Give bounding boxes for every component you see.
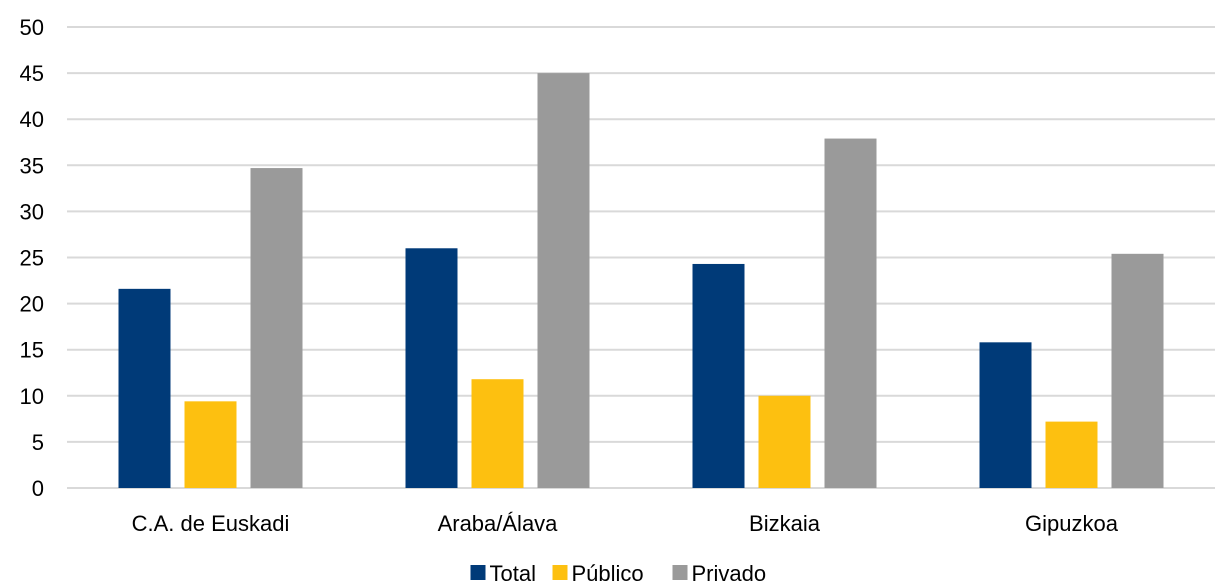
bars (118, 73, 1164, 489)
bar-público-1 (471, 379, 524, 488)
y-tick-label: 0 (32, 476, 44, 501)
legend-swatch-total (470, 565, 486, 580)
x-category-label: Bizkaia (749, 511, 821, 536)
bar-privado-1 (537, 73, 590, 488)
bar-público-0 (184, 401, 237, 488)
y-tick-label: 35 (20, 153, 44, 178)
bar-total-0 (118, 288, 171, 488)
x-axis-category-labels: C.A. de Euskadi Araba/Álava Bizkaia Gipuzko… (132, 511, 1119, 536)
y-tick-label: 5 (32, 430, 44, 455)
y-tick-label: 25 (20, 246, 44, 271)
x-category-label: C.A. de Euskadi (132, 511, 290, 536)
legend-label: Público (572, 561, 644, 583)
legend-label: Total (490, 561, 536, 583)
x-category-label: Gipuzkoa (1025, 511, 1119, 536)
y-tick-label: 45 (20, 61, 44, 86)
y-tick-label: 10 (20, 384, 44, 409)
legend-swatch-público (552, 565, 568, 580)
gridlines (67, 26, 1215, 489)
bar-total-3 (979, 342, 1032, 488)
y-tick-label: 40 (20, 107, 44, 132)
bar-privado-3 (1111, 253, 1164, 488)
legend-swatch-privado (672, 565, 688, 580)
legend-label: Privado (692, 561, 767, 583)
y-axis-tick-labels: 0 5 10 15 20 25 30 35 40 45 50 (20, 15, 44, 501)
bar-público-3 (1045, 421, 1098, 488)
bar-público-2 (758, 395, 811, 488)
legend: Total Público Privado (470, 561, 767, 583)
x-category-label: Araba/Álava (438, 511, 559, 536)
bar-total-1 (405, 248, 458, 488)
bar-total-2 (692, 263, 745, 488)
y-tick-label: 20 (20, 292, 44, 317)
bar-privado-0 (250, 168, 303, 489)
y-tick-label: 15 (20, 338, 44, 363)
bar-privado-2 (824, 138, 877, 488)
y-tick-label: 30 (20, 199, 44, 224)
y-tick-label: 50 (20, 15, 44, 40)
